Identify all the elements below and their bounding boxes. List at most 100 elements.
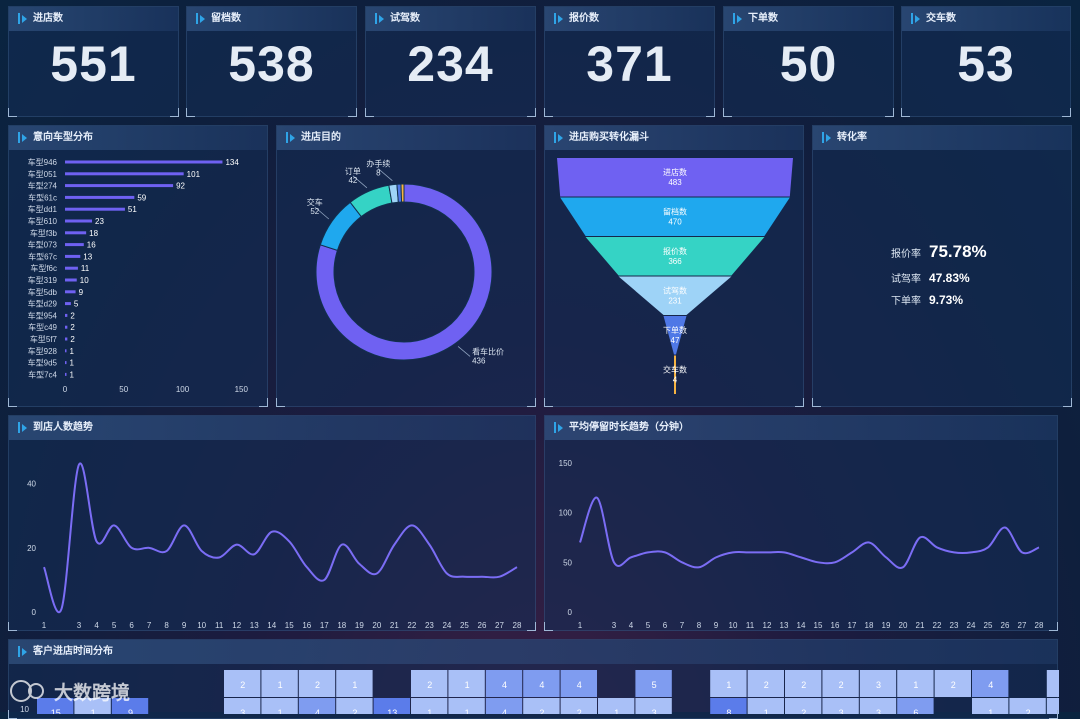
heatmap-cell-value: 2 [1026,708,1031,714]
x-tick-label: 9 [182,621,187,630]
heatmap-cell-value: 1 [726,680,731,690]
x-tick-label: 6 [663,621,668,630]
kpi-card: 进店数 551 [8,6,179,117]
x-tick-label: 22 [933,621,942,630]
heatmap-cell [261,670,298,697]
x-tick-label: 26 [1001,621,1010,630]
panel-title: 意向车型分布 [9,126,267,150]
bar-category-label: 车型67c [28,251,57,261]
heatmap-cell-value: 3 [839,708,844,714]
x-tick-label: 4 [94,621,99,630]
y-tick-label: 20 [27,544,36,553]
x-tick-label: 7 [147,621,152,630]
heatmap-cell-value: 1 [465,680,470,690]
heatmap-cell [859,698,897,714]
panel-title: 转化率 [813,126,1071,150]
y-tick-label: 100 [559,509,573,518]
heatmap-cell [523,670,560,697]
bar [65,278,77,282]
heatmap-cell [411,698,448,714]
x-tick-label: 21 [916,621,925,630]
visit-purpose-panel: 进店目的 看车比价 436 交车 52 订单 42 办手续 8 [276,125,536,407]
bar [65,207,125,211]
heatmap-cell-value: 1 [764,708,769,714]
watermark-logo-icon [10,680,44,702]
x-tick-label: 100 [176,385,190,394]
bar-value-label: 51 [128,205,137,214]
donut-slice [319,201,362,251]
x-tick-label: 26 [478,621,487,630]
bar [65,290,76,294]
kpi-card: 报价数 371 [544,6,715,117]
bar [65,195,135,199]
bar [65,219,93,223]
bar-category-label: 车型f6c [30,263,57,273]
x-tick-label: 3 [612,621,617,630]
rate-label: 报价率 [891,249,921,260]
donut-leader-line [378,168,393,182]
bar-category-label: 车型c49 [28,322,57,332]
conversion-rate-panel: 转化率 报价率 75.78% 试驾率 47.83% 下单率 9.73% [812,125,1072,407]
heatmap-cell [448,670,485,697]
heatmap-cell-value: 3 [652,708,657,714]
funnel-stage [674,355,676,394]
x-tick-label: 25 [460,621,469,630]
x-tick-label: 11 [746,621,755,630]
x-tick-label: 10 [729,621,738,630]
bar-value-label: 1 [70,347,75,356]
heatmap-cell [485,698,523,714]
x-tick-label: 0 [63,385,68,394]
bar-value-label: 2 [70,323,75,332]
panel-title-text: 到店人数趋势 [33,422,93,433]
rate-test-drive: 试驾率 47.83% [891,270,970,285]
kpi-value: 234 [407,36,494,92]
bar [65,243,84,247]
heatmap-cell-value: 4 [502,680,507,690]
x-tick-label: 25 [984,621,993,630]
bar-value-label: 59 [137,193,146,202]
heatmap-cell-value: 1 [278,708,283,714]
funnel-stage-label: 进店数 [663,167,687,177]
series-line [43,462,518,614]
bar-value-label: 5 [74,300,79,309]
x-tick-label: 20 [899,621,908,630]
bar [65,266,78,270]
x-tick-label: 27 [1018,621,1027,630]
heatmap-cell-value: 4 [577,680,582,690]
x-tick-label: 28 [513,621,522,630]
x-tick-label: 7 [680,621,685,630]
funnel-stage-value: 47 [671,336,680,345]
funnel-panel: 进店购买转化漏斗 进店数 483 留档数 470 报价数 366 试驾数 231 下单数 47 交车… [544,125,804,407]
heatmap-cell-value: 2 [577,708,582,714]
heatmap-cell [336,698,373,714]
heatmap-cell-value: 4 [988,680,993,690]
panel-title-text: 进店目的 [301,132,341,143]
bar-value-label: 11 [81,264,90,273]
panel-title: 平均停留时长趋势（分钟） [545,416,1057,440]
x-tick-label: 17 [848,621,857,630]
heatmap-cell [336,670,373,697]
kpi-label: 报价数 [569,13,599,24]
x-tick-label: 14 [267,621,276,630]
rate-value: 9.73% [929,293,964,307]
heatmap-cell-value: 3 [240,708,245,714]
funnel-stage [663,316,687,355]
heatmap-cell [298,670,336,697]
kpi-label: 留档数 [211,13,241,24]
heatmap-cell [635,670,672,697]
kpi-card: 留档数 538 [186,6,357,117]
funnel-stage-value: 4 [673,375,678,384]
heatmap-cell-value: 2 [839,680,844,690]
heatmap-cell [635,698,672,714]
heatmap-cell-value: 3 [876,708,881,714]
bar [65,254,81,258]
bar-category-label: 车型dd1 [28,204,58,214]
bar-category-label: 车型946 [28,157,58,167]
heatmap-cell-value: 4 [502,708,507,714]
kpi-label: 试驾数 [390,13,420,24]
funnel-stage-value: 483 [668,178,682,187]
rate-value: 47.83% [929,271,970,285]
heatmap-cell [74,698,111,714]
